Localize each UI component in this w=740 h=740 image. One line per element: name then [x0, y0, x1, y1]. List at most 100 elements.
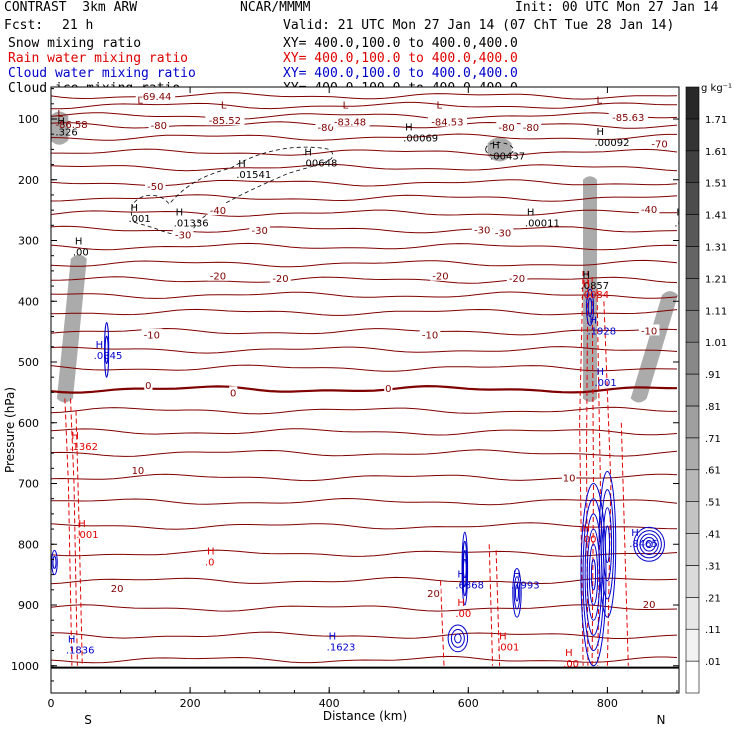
extremum-value: .001 — [128, 214, 150, 225]
isotherm-line — [51, 276, 678, 284]
isotherm-line — [51, 308, 678, 316]
extremum-marker: H — [96, 340, 104, 351]
isotherm-line — [51, 225, 678, 234]
field-name-rain: Rain water mixing ratio — [8, 51, 189, 66]
isotherm-line — [51, 133, 677, 141]
temperature-label-bg — [384, 382, 393, 394]
temperature-label: -83.48 — [334, 117, 366, 128]
colorbar-cell — [685, 565, 700, 598]
temperature-label-bg — [270, 272, 291, 284]
extremum-marker: H — [207, 546, 215, 557]
temperature-label: 0 — [230, 388, 236, 399]
rain-contour — [579, 270, 584, 666]
temperature-label-bg — [649, 137, 670, 149]
extremum-value: .001 — [76, 530, 98, 541]
colorbar-level-label: .61 — [705, 466, 721, 477]
temperature-label-bg — [561, 471, 577, 483]
isotherm-line — [51, 346, 678, 354]
extremum-value: .00035 — [674, 218, 709, 229]
cloud-water-contour — [602, 507, 613, 582]
rain-contour — [440, 580, 445, 666]
cloud-water-contour — [104, 322, 110, 378]
colorbar-cell — [685, 533, 700, 566]
extremum-marker: H — [583, 270, 591, 281]
temperature-label: 0 — [385, 384, 391, 395]
cloud-water-contour — [633, 526, 665, 562]
isotherm-line — [51, 384, 678, 394]
extremum-marker: H — [304, 147, 312, 158]
colorbar-cell — [685, 86, 700, 120]
extremum-marker: L — [221, 100, 227, 111]
y-tick-label: 400 — [18, 295, 39, 308]
temperature-label: -20 — [509, 274, 525, 285]
temperature-label: -30 — [251, 226, 267, 237]
extremum-marker: L — [137, 96, 143, 107]
extremum-marker: H — [75, 237, 83, 248]
rain-contour — [64, 398, 73, 666]
isotherm-line — [51, 364, 678, 372]
extremum-marker: H — [57, 116, 65, 127]
extremum-value: .00 — [73, 248, 89, 259]
colorbar-cell — [685, 660, 700, 694]
extremum-value: .00069 — [403, 133, 438, 144]
extremum-value: .1836 — [66, 645, 95, 656]
rain-contour — [70, 398, 78, 666]
extremum-value: .00092 — [594, 138, 629, 149]
cloud-water-contour — [461, 531, 469, 606]
temperature-label-bg — [145, 179, 166, 191]
temperature-label-bg — [148, 119, 170, 131]
valid-time: Valid: 21 UTC Mon 27 Jan 14 (07 ChT Tue … — [283, 18, 675, 33]
extremum-marker: H — [405, 122, 413, 133]
y-tick-label: 100 — [18, 113, 39, 126]
extremum-marker: L — [436, 100, 442, 111]
extremum-marker: H — [238, 159, 246, 170]
colorbar-cell — [685, 469, 700, 502]
cloud-ice-plume — [630, 291, 678, 403]
extremum-value: .6368 — [455, 580, 484, 591]
cloud-water-contour — [645, 540, 653, 549]
temperature-label-bg — [249, 224, 270, 236]
isotherm-line — [51, 148, 678, 157]
temperature-label-bg — [506, 272, 528, 284]
temperature-label: 20 — [427, 589, 440, 600]
extremum-value: .00437 — [490, 152, 525, 163]
isotherm-line — [51, 112, 678, 120]
temperature-label-bg — [638, 324, 660, 336]
y-tick-label: 700 — [18, 478, 39, 491]
extremum-value: .00 — [455, 609, 471, 620]
extremum-value: .8465 — [629, 539, 658, 550]
cloud-water-contour — [639, 533, 659, 555]
temperature-label: 10 — [563, 473, 576, 484]
temperature-label-bg — [419, 328, 441, 340]
extremum-value: -86.58 — [55, 120, 87, 131]
extremum-value: .1993 — [511, 580, 540, 591]
colorbar-cell — [685, 309, 700, 343]
x-tick-label: 200 — [180, 697, 201, 710]
temperature-label: -10 — [422, 331, 438, 342]
y-tick-label: 800 — [18, 538, 39, 551]
extremum-marker: H — [583, 279, 591, 290]
field-xy-snow: XY= 400.0,100.0 to 400.0,400.0 — [283, 36, 518, 51]
extremum-value: .00 — [581, 534, 597, 545]
cloud-ice-plume-shape — [51, 111, 69, 145]
temperature-label: -40 — [210, 206, 226, 217]
title-left: CONTRAST 3km ARW — [4, 0, 138, 15]
cloud-water-contour — [590, 558, 597, 591]
cloud-water-contour — [587, 297, 593, 317]
fcst-label: Fcst: — [4, 18, 44, 33]
temperature-label-bg — [205, 114, 245, 126]
temperature-label-bg — [172, 228, 194, 240]
extremum-value: .01541 — [236, 170, 271, 181]
cloud-water-contour — [604, 525, 610, 563]
isotherm-line — [51, 522, 678, 530]
colorbar-level-label: 1.71 — [705, 115, 727, 126]
cloud-water-contour — [580, 483, 607, 667]
colorbar-cell — [685, 246, 700, 279]
cloud-water-contour — [513, 576, 521, 610]
temperature-label: -80 — [151, 121, 167, 132]
colorbar-unit: g kg⁻¹ — [701, 83, 732, 94]
cloud-water-contour — [582, 498, 605, 652]
cloud-water-contour — [588, 543, 599, 606]
x-tick-label: 600 — [458, 697, 479, 710]
